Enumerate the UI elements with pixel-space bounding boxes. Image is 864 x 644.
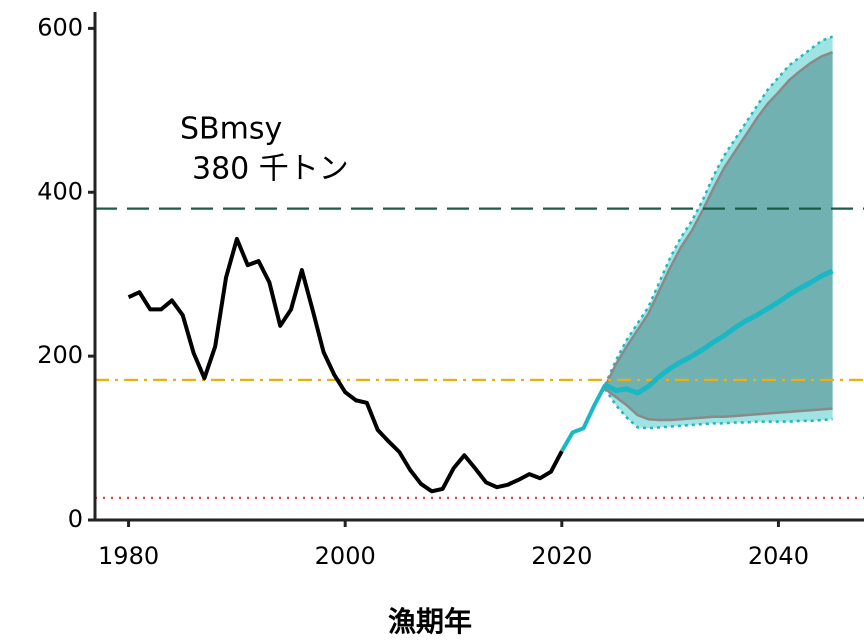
plot-area (95, 35, 864, 499)
band-upper-edge (603, 35, 834, 386)
line (560, 383, 607, 453)
y-tick-label: 0 (68, 505, 83, 533)
y-tick-label: 600 (37, 13, 83, 41)
x-tick-label: 2020 (531, 542, 592, 570)
line (127, 236, 564, 494)
band (605, 52, 833, 421)
annotation: 380 千トン (192, 152, 349, 187)
band-lower-edge (604, 388, 833, 430)
x-tick-label: 2040 (748, 542, 809, 570)
x-axis-label: 漁期年 (388, 605, 472, 638)
annotation: SBmsy (180, 112, 282, 147)
line (603, 268, 834, 396)
band-upper-edge (604, 50, 834, 387)
axes: 0 200 400 600 1980 2000 2020 2040 (37, 12, 864, 570)
x-tick-label: 2000 (315, 542, 376, 570)
y-tick-label: 400 (37, 177, 83, 205)
x-tick-label: 1980 (98, 542, 159, 570)
y-tick-label: 200 (37, 341, 83, 369)
band-lower-edge (604, 387, 833, 422)
